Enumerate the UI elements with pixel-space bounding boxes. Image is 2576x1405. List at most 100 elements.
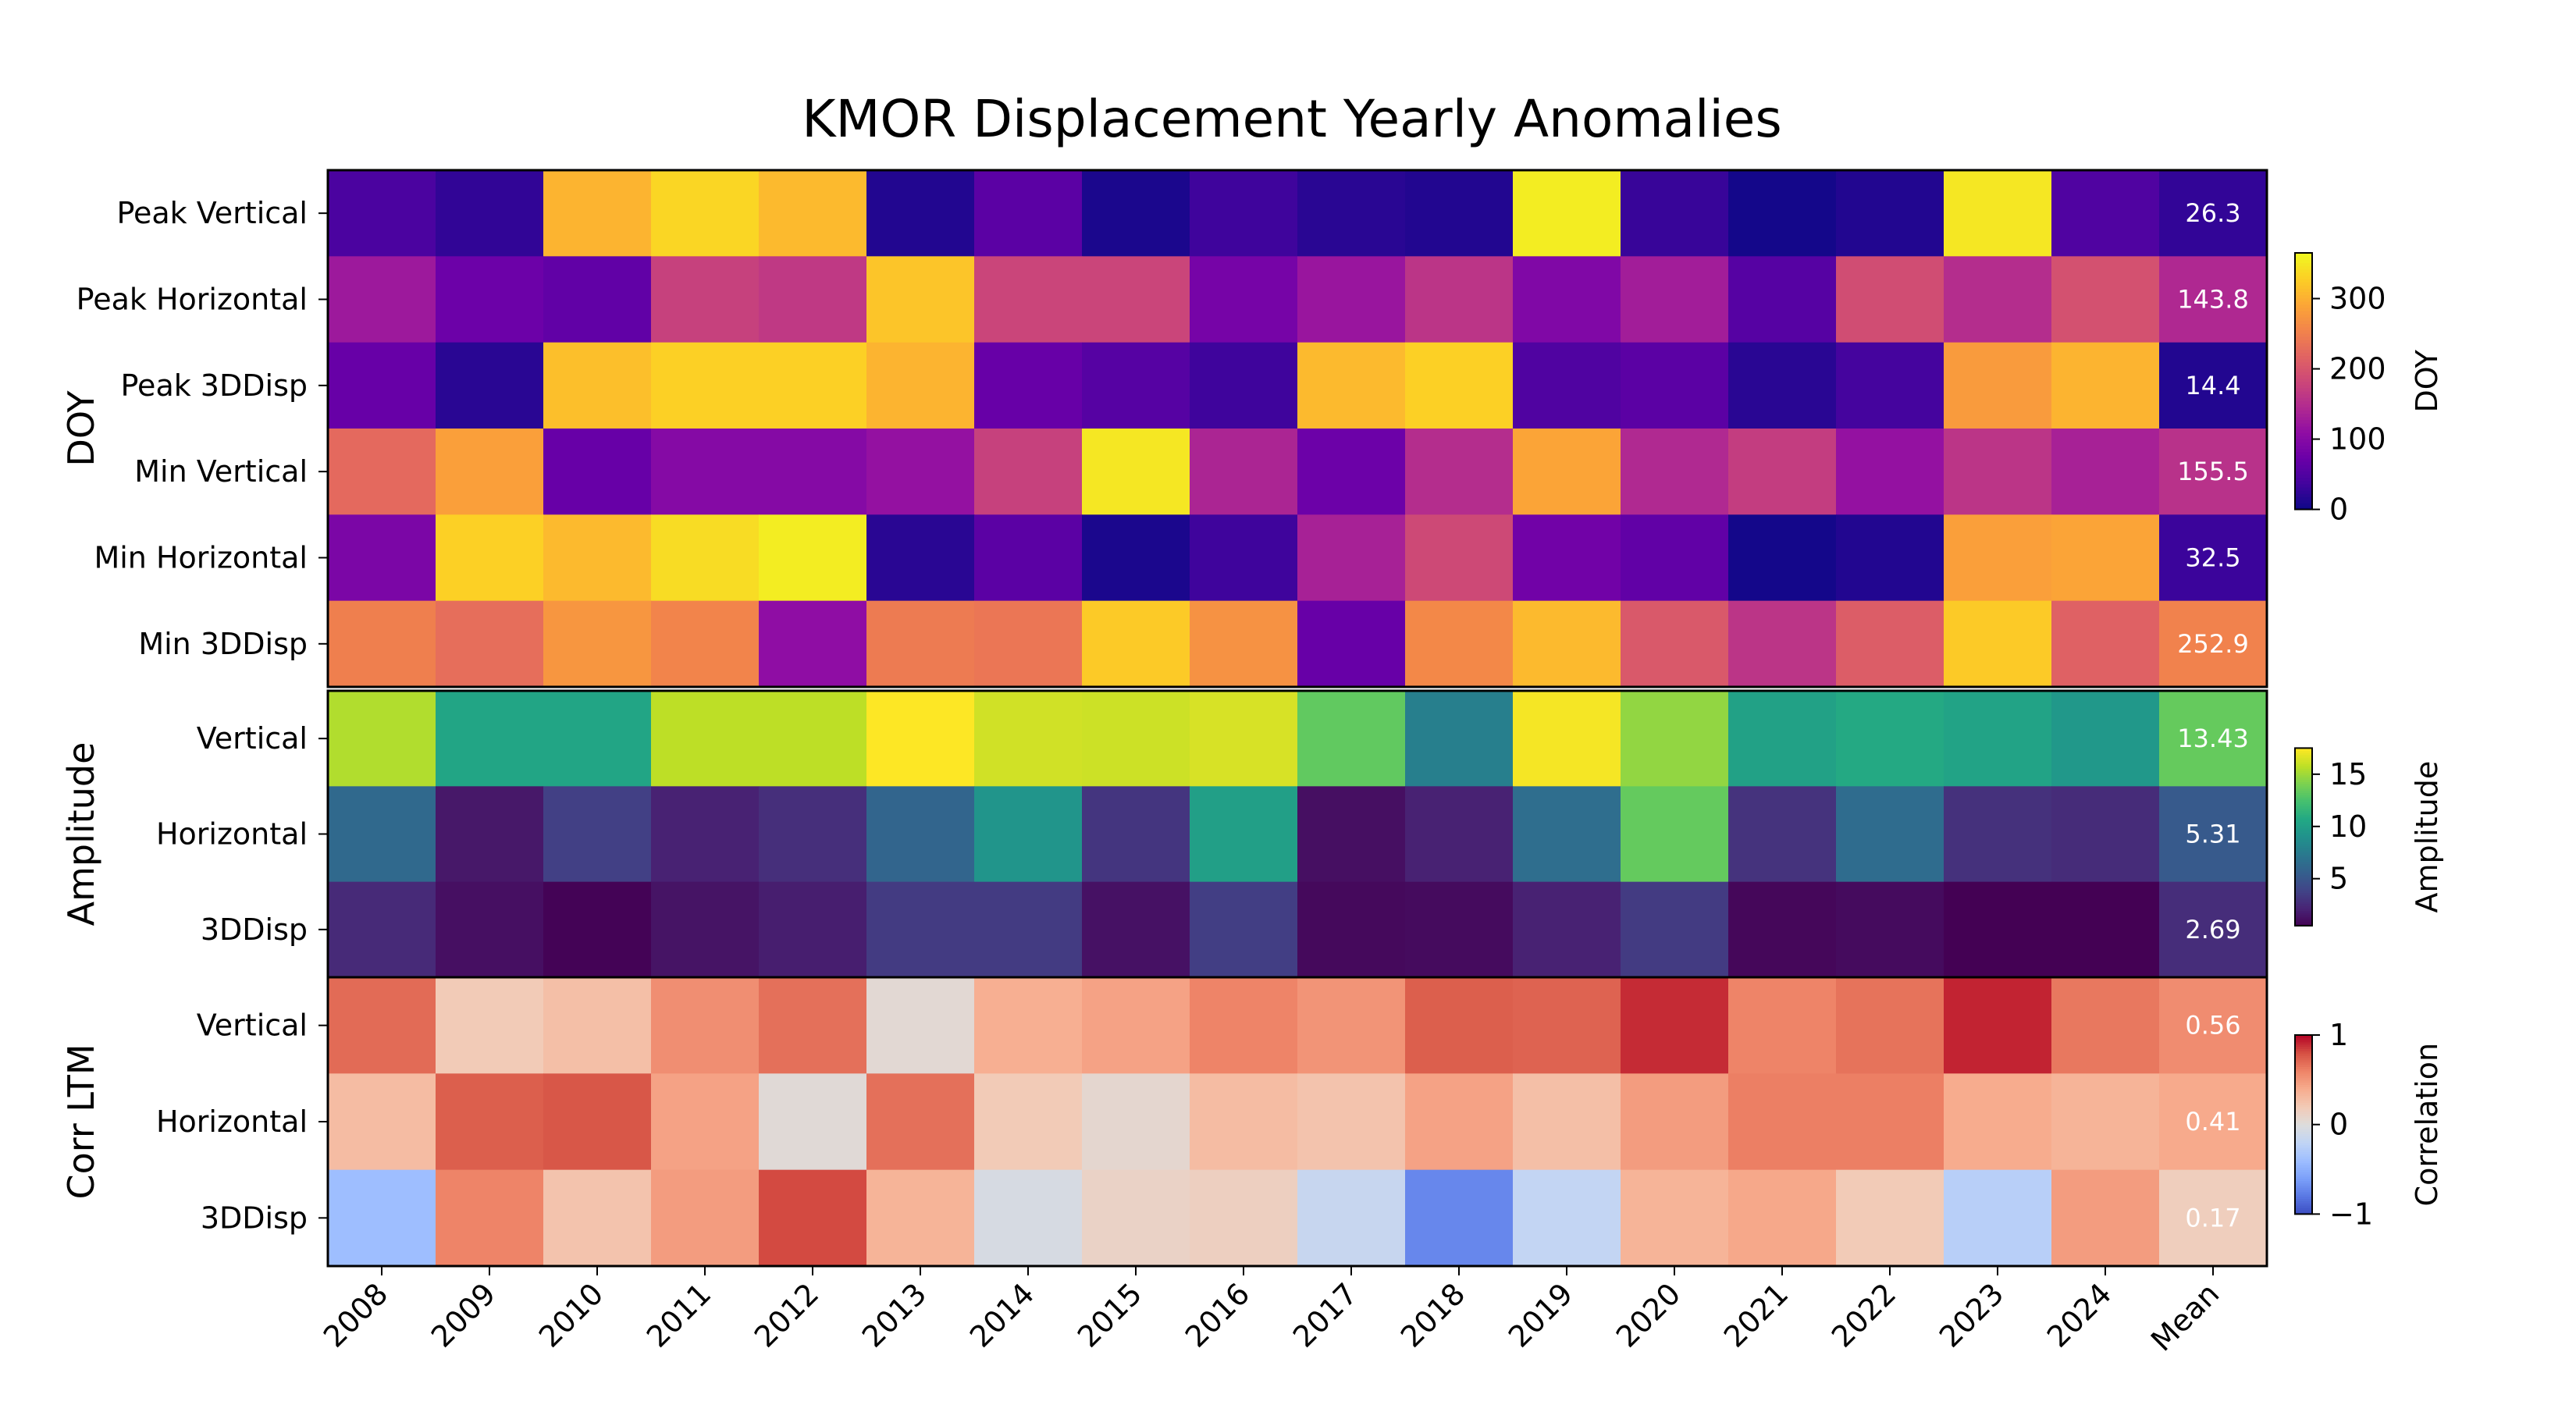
heatmap-cell: [1836, 881, 1944, 978]
x-tick-label: 2021: [1717, 1276, 1795, 1354]
colorbar-segment: [2295, 297, 2312, 302]
heatmap-cell: [1405, 1073, 1514, 1171]
colorbar-segment: [2295, 914, 2312, 918]
colorbar-segment: [2295, 1207, 2312, 1211]
colorbar-segment: [2295, 854, 2312, 858]
heatmap-cell: [1728, 1073, 1837, 1171]
colorbar-segment: [2295, 827, 2312, 831]
x-tick-label: 2008: [317, 1276, 395, 1354]
colorbar-segment: [2295, 301, 2312, 305]
heatmap-cell: [1405, 691, 1514, 787]
colorbar-segment: [2295, 1062, 2312, 1065]
heatmap-cell: [1621, 514, 1729, 602]
colorbar-segment: [2295, 898, 2312, 902]
heatmap-cell: [1944, 600, 2052, 688]
colorbar-segment: [2295, 892, 2312, 895]
heatmap-cell: [1836, 428, 1944, 515]
heatmap-cell: [1190, 428, 1298, 515]
colorbar-segment: [2295, 416, 2312, 421]
colorbar-segment: [2295, 346, 2312, 350]
colorbar-segment: [2295, 1173, 2312, 1177]
colorbar-segment: [2295, 1178, 2312, 1182]
colorbar-segment: [2295, 339, 2312, 343]
heatmap-cell: [1082, 256, 1190, 343]
colorbar-segment: [2295, 1059, 2312, 1063]
colorbar-segment: [2295, 1198, 2312, 1201]
heatmap-cell: [436, 1169, 544, 1267]
row-label: Peak Vertical: [116, 196, 308, 230]
heatmap-cell: [1836, 1073, 1944, 1171]
heatmap-cell: [1297, 514, 1406, 602]
colorbar-segment: [2295, 761, 2312, 765]
heatmap-cell: [328, 342, 436, 429]
heatmap-cell: [1190, 786, 1298, 883]
colorbar-segment: [2295, 1075, 2312, 1079]
heatmap-cell: [1082, 600, 1190, 688]
colorbar-segment: [2295, 1046, 2312, 1050]
mean-value-label: 32.5: [2185, 542, 2240, 572]
heatmap-cell: [1405, 256, 1514, 343]
colorbar-segment: [2295, 1051, 2312, 1054]
heatmap-cell: [1944, 881, 2052, 978]
heatmap-cell: [1836, 691, 1944, 787]
x-tick-label: 2017: [1286, 1276, 1364, 1354]
mean-value-label: 0.17: [2185, 1203, 2240, 1232]
heatmap-cell: [543, 342, 652, 429]
colorbar-segment: [2295, 259, 2312, 264]
heatmap-cell: [1405, 342, 1514, 429]
colorbar-segment: [2295, 410, 2312, 414]
heatmap-cell: [651, 600, 760, 688]
x-tick-label: 2012: [748, 1276, 826, 1354]
heatmap-cell: [328, 600, 436, 688]
colorbar-segment: [2295, 1064, 2312, 1067]
heatmap-cell: [1297, 786, 1406, 883]
heatmap-cell: [866, 786, 975, 883]
colorbar-tick-label: 200: [2329, 352, 2386, 386]
colorbar-segment: [2295, 1037, 2312, 1040]
row-label: 3DDisp: [201, 912, 308, 947]
heatmap-cell: [866, 691, 975, 787]
colorbar-segment: [2295, 483, 2312, 488]
colorbar-segment: [2295, 1034, 2312, 1038]
colorbar-segment: [2295, 1136, 2312, 1139]
heatmap-cell: [1728, 514, 1837, 602]
heatmap-cell: [651, 1169, 760, 1267]
colorbar-segment: [2295, 1167, 2312, 1170]
colorbar-segment: [2295, 413, 2312, 418]
heatmap-cell: [1297, 170, 1406, 257]
heatmap-cell: [759, 691, 867, 787]
colorbar-segment: [2295, 788, 2312, 791]
mean-value-label: 252.9: [2177, 629, 2249, 659]
colorbar-segment: [2295, 1180, 2312, 1184]
heatmap-cell: [759, 881, 867, 978]
heatmap-cell: [543, 1073, 652, 1171]
heatmap-cell: [543, 977, 652, 1074]
mean-cell: [2159, 428, 2267, 515]
colorbar-segment: [2295, 1126, 2312, 1130]
colorbar-segment: [2295, 1097, 2312, 1101]
colorbar-segment: [2295, 387, 2312, 392]
colorbar-segment: [2295, 365, 2312, 369]
heatmap-cell: [1513, 342, 1621, 429]
heatmap-cell: [1082, 514, 1190, 602]
mean-cell: [2159, 170, 2267, 257]
colorbar-label: Correlation: [2410, 1043, 2444, 1207]
colorbar-segment: [2295, 442, 2312, 446]
heatmap-cell: [1728, 786, 1837, 883]
colorbar-segment: [2295, 1095, 2312, 1099]
colorbar-segment: [2295, 407, 2312, 411]
row-label: Horizontal: [156, 816, 308, 851]
heatmap-cell: [1836, 170, 1944, 257]
colorbar-segment: [2295, 1203, 2312, 1206]
heatmap-cell: [436, 600, 544, 688]
colorbar-segment: [2295, 333, 2312, 337]
colorbar-segment: [2295, 400, 2312, 404]
colorbar-segment: [2295, 1077, 2312, 1081]
heatmap-cell: [1513, 256, 1621, 343]
colorbar-frame: [2294, 252, 2313, 510]
heatmap-cell: [1836, 786, 1944, 883]
x-tick-label: 2015: [1071, 1276, 1149, 1354]
colorbar-segment: [2295, 785, 2312, 789]
colorbar-segment: [2295, 1052, 2312, 1056]
colorbar-segment: [2295, 432, 2312, 436]
